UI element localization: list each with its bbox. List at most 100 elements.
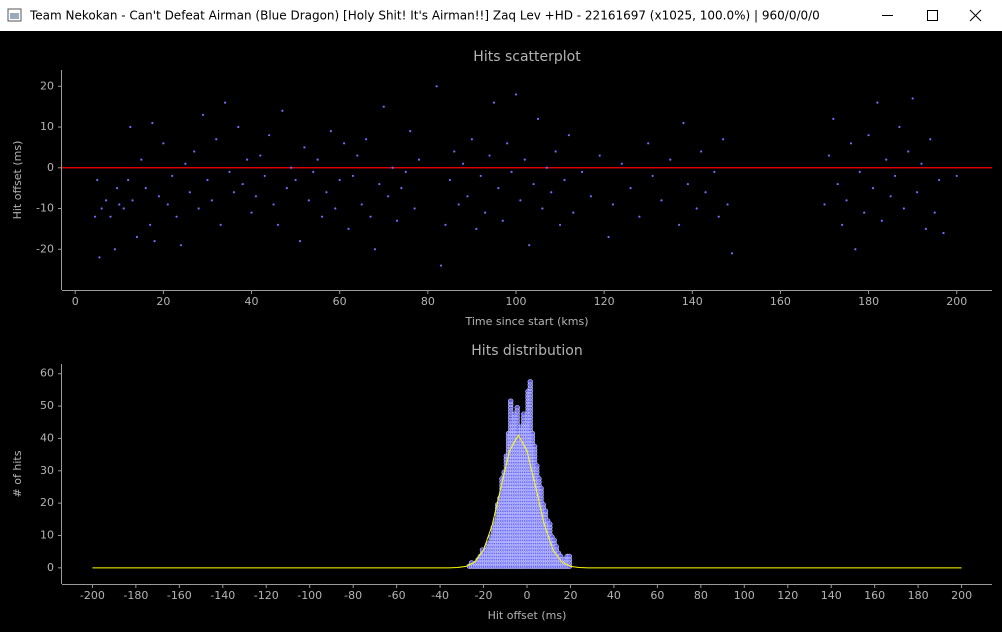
x-tick-label: 120 — [777, 589, 798, 602]
hit-point — [492, 101, 496, 104]
x-tick-label: -140 — [210, 589, 235, 602]
hit-point — [541, 207, 544, 210]
hit-point — [391, 166, 394, 169]
hit-point — [201, 113, 205, 116]
hit-point — [303, 146, 306, 149]
hit-point — [461, 162, 465, 165]
hit-point — [162, 142, 165, 145]
hit-point — [356, 154, 359, 157]
hit-point — [96, 178, 99, 182]
x-tick-label: 100 — [505, 295, 526, 308]
hit-point — [237, 125, 240, 129]
hit-point — [858, 170, 861, 173]
hit-point — [259, 154, 262, 157]
hit-point — [175, 215, 178, 218]
hit-point — [558, 223, 562, 226]
x-tick-label: -60 — [388, 589, 406, 602]
hit-point — [219, 223, 222, 226]
hit-point — [378, 182, 381, 186]
app-icon — [7, 8, 22, 22]
hit-point — [598, 154, 601, 157]
hit-point — [726, 203, 729, 206]
hit-point — [607, 235, 610, 239]
x-tick-label: -180 — [123, 589, 148, 602]
hit-point — [338, 178, 341, 182]
hit-point — [929, 138, 932, 141]
hit-point — [307, 199, 310, 202]
hit-point — [453, 150, 456, 153]
hit-point — [545, 166, 548, 169]
x-tick-label: 160 — [770, 295, 791, 308]
hit-point — [268, 134, 271, 137]
hit-point — [651, 174, 654, 178]
hit-point — [514, 93, 518, 96]
x-tick-label: 140 — [682, 295, 703, 308]
x-tick-label: 0 — [524, 589, 531, 602]
hit-point — [532, 182, 535, 186]
hit-point — [100, 207, 103, 210]
hit-point — [439, 264, 443, 267]
hit-point — [272, 203, 275, 206]
x-tick-label: 100 — [734, 589, 755, 602]
hit-point — [118, 203, 121, 206]
hit-point — [863, 211, 866, 214]
x-tick-label: -80 — [344, 589, 362, 602]
y-axis-label: # of hits — [11, 450, 24, 497]
hit-point — [254, 195, 258, 198]
hit-point — [351, 174, 355, 178]
maximize-button[interactable] — [927, 10, 938, 21]
hit-point — [93, 215, 97, 218]
hit-point — [466, 195, 469, 198]
hit-point — [933, 211, 936, 214]
x-tick-label: 180 — [858, 295, 879, 308]
hit-point — [387, 195, 390, 198]
hit-point — [841, 223, 844, 226]
x-tick-label: 20 — [563, 589, 577, 602]
hit-point — [135, 235, 139, 239]
close-button[interactable] — [969, 9, 982, 22]
hit-point — [153, 240, 156, 243]
hit-point — [550, 191, 553, 194]
hit-point — [942, 231, 945, 235]
hit-point — [871, 187, 875, 190]
y-tick-label: 20 — [40, 496, 54, 509]
hit-point — [488, 154, 491, 157]
x-tick-label: 140 — [821, 589, 842, 602]
y-tick-label: 20 — [40, 79, 54, 92]
hit-point — [334, 207, 337, 210]
hit-point — [193, 150, 196, 153]
hit-point — [409, 130, 412, 133]
hit-point — [241, 182, 244, 186]
x-axis-label: Time since start (kms) — [464, 315, 588, 328]
x-tick-label: 40 — [245, 295, 259, 308]
hit-point — [395, 219, 399, 222]
hit-point — [880, 219, 883, 222]
hit-point — [501, 219, 504, 222]
x-tick-label: 200 — [951, 589, 972, 602]
hit-point — [166, 203, 169, 206]
app-icon-inner — [10, 13, 19, 19]
fit-curve — [92, 434, 962, 569]
hit-point — [827, 154, 831, 157]
x-tick-label: 60 — [650, 589, 664, 602]
hit-point — [836, 182, 839, 186]
hit-point — [98, 256, 101, 259]
chart-title: Hits scatterplot — [473, 49, 581, 65]
y-tick-label: 10 — [40, 120, 54, 133]
hit-point — [484, 211, 487, 214]
hit-point — [290, 166, 293, 169]
hit-point — [536, 117, 540, 120]
hit-point — [246, 158, 249, 161]
hit-point — [567, 134, 570, 137]
hit-point — [823, 203, 826, 206]
hit-point — [854, 248, 857, 251]
y-axis-label: Hit offset (ms) — [11, 141, 24, 220]
hit-point — [400, 187, 403, 190]
x-tick-label: -20 — [475, 589, 493, 602]
hit-point — [329, 130, 332, 133]
hit-point — [263, 174, 266, 178]
hit-point — [475, 227, 478, 230]
x-tick-label: -40 — [431, 589, 449, 602]
hit-point — [325, 191, 328, 194]
